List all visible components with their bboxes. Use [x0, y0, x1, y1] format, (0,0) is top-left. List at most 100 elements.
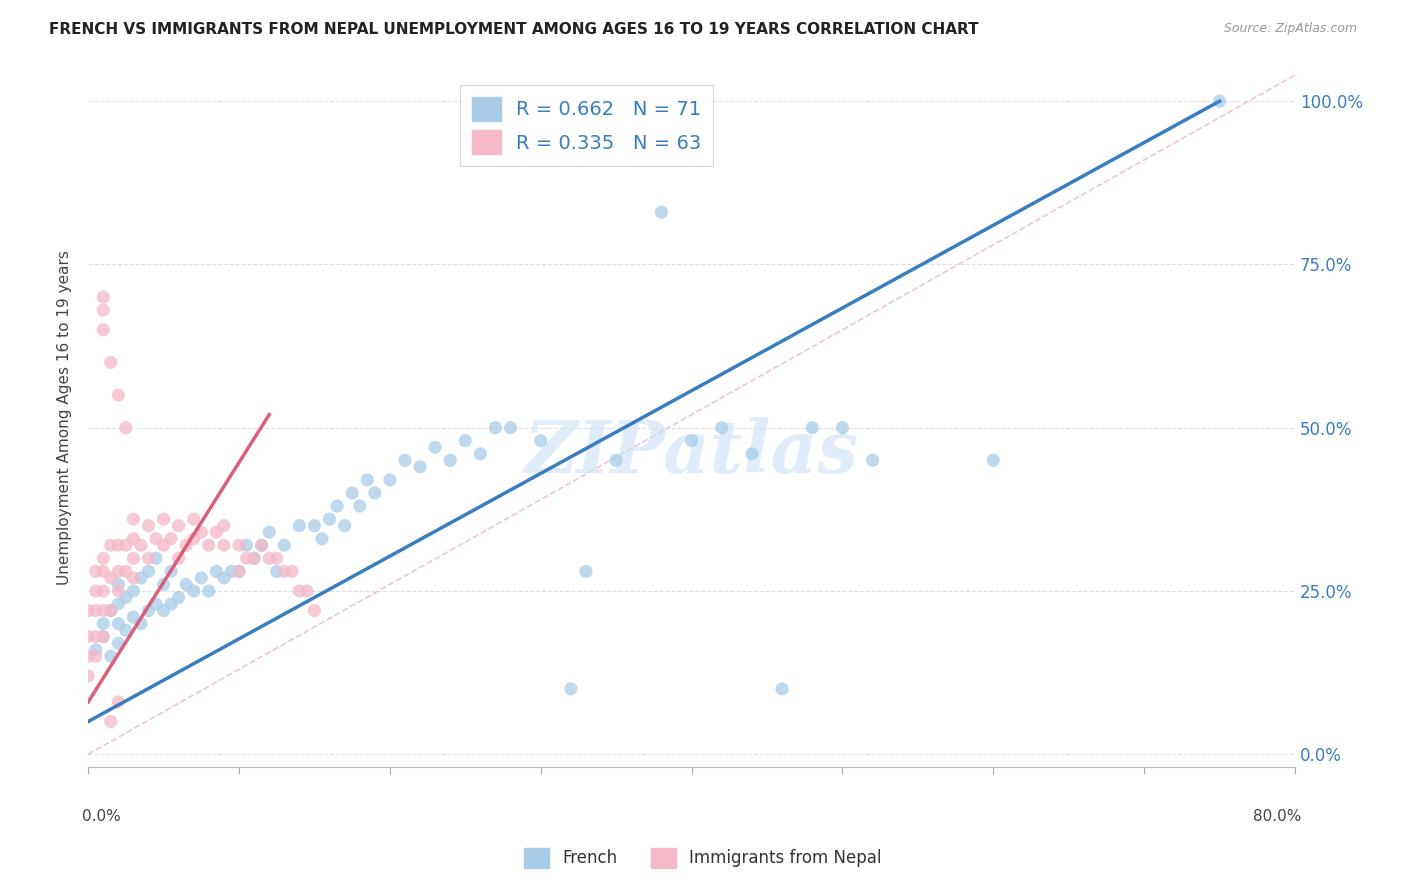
Point	[152, 577, 174, 591]
Point	[91, 551, 114, 566]
Point	[122, 551, 145, 566]
Y-axis label: Unemployment Among Ages 16 to 19 years: Unemployment Among Ages 16 to 19 years	[58, 251, 72, 585]
Point	[84, 603, 107, 617]
Point	[1208, 94, 1230, 108]
Point	[183, 532, 205, 546]
Point	[84, 642, 107, 657]
Point	[107, 636, 129, 650]
Point	[183, 583, 205, 598]
Point	[160, 532, 183, 546]
Point	[741, 447, 763, 461]
Point	[304, 518, 326, 533]
Point	[288, 583, 311, 598]
Point	[198, 538, 221, 552]
Point	[152, 603, 174, 617]
Point	[138, 551, 160, 566]
Text: FRENCH VS IMMIGRANTS FROM NEPAL UNEMPLOYMENT AMONG AGES 16 TO 19 YEARS CORRELATI: FRENCH VS IMMIGRANTS FROM NEPAL UNEMPLOY…	[49, 22, 979, 37]
Point	[84, 565, 107, 579]
Point	[129, 616, 152, 631]
Point	[349, 499, 371, 513]
Point	[77, 630, 100, 644]
Point	[91, 630, 114, 644]
Point	[439, 453, 461, 467]
Point	[122, 583, 145, 598]
Text: 80.0%: 80.0%	[1253, 809, 1301, 824]
Point	[122, 532, 145, 546]
Point	[115, 623, 138, 637]
Point	[190, 525, 212, 540]
Point	[212, 571, 235, 585]
Point	[454, 434, 477, 448]
Point	[530, 434, 553, 448]
Point	[115, 420, 138, 434]
Point	[152, 538, 174, 552]
Point	[423, 440, 446, 454]
Point	[107, 388, 129, 402]
Point	[250, 538, 273, 552]
Point	[174, 538, 197, 552]
Point	[484, 420, 506, 434]
Point	[378, 473, 401, 487]
Point	[145, 532, 167, 546]
Point	[91, 323, 114, 337]
Point	[115, 591, 138, 605]
Point	[228, 538, 250, 552]
Point	[91, 290, 114, 304]
Point	[167, 551, 190, 566]
Point	[318, 512, 340, 526]
Point	[115, 565, 138, 579]
Point	[107, 583, 129, 598]
Point	[205, 565, 228, 579]
Point	[470, 447, 492, 461]
Point	[409, 459, 432, 474]
Point	[250, 538, 273, 552]
Point	[198, 583, 221, 598]
Text: ZIPatlas: ZIPatlas	[524, 417, 859, 488]
Point	[257, 525, 280, 540]
Point	[77, 649, 100, 664]
Point	[273, 538, 295, 552]
Point	[605, 453, 627, 467]
Point	[167, 591, 190, 605]
Point	[122, 571, 145, 585]
Point	[91, 616, 114, 631]
Point	[107, 577, 129, 591]
Point	[190, 571, 212, 585]
Point	[650, 205, 672, 219]
Point	[91, 630, 114, 644]
Point	[145, 597, 167, 611]
Point	[145, 551, 167, 566]
Point	[100, 355, 122, 369]
Point	[281, 565, 304, 579]
Point	[243, 551, 266, 566]
Point	[311, 532, 333, 546]
Point	[91, 583, 114, 598]
Point	[831, 420, 853, 434]
Point	[288, 518, 311, 533]
Point	[295, 583, 318, 598]
Point	[100, 603, 122, 617]
Point	[333, 518, 356, 533]
Point	[152, 512, 174, 526]
Point	[100, 714, 122, 729]
Point	[91, 303, 114, 318]
Point	[91, 565, 114, 579]
Point	[394, 453, 416, 467]
Point	[84, 583, 107, 598]
Point	[100, 603, 122, 617]
Point	[129, 571, 152, 585]
Point	[364, 486, 387, 500]
Point	[212, 538, 235, 552]
Point	[212, 518, 235, 533]
Point	[138, 565, 160, 579]
Point	[100, 538, 122, 552]
Point	[160, 597, 183, 611]
Point	[138, 518, 160, 533]
Point	[560, 681, 582, 696]
Point	[107, 538, 129, 552]
Point	[243, 551, 266, 566]
Point	[205, 525, 228, 540]
Point	[221, 565, 243, 579]
Point	[107, 565, 129, 579]
Point	[91, 603, 114, 617]
